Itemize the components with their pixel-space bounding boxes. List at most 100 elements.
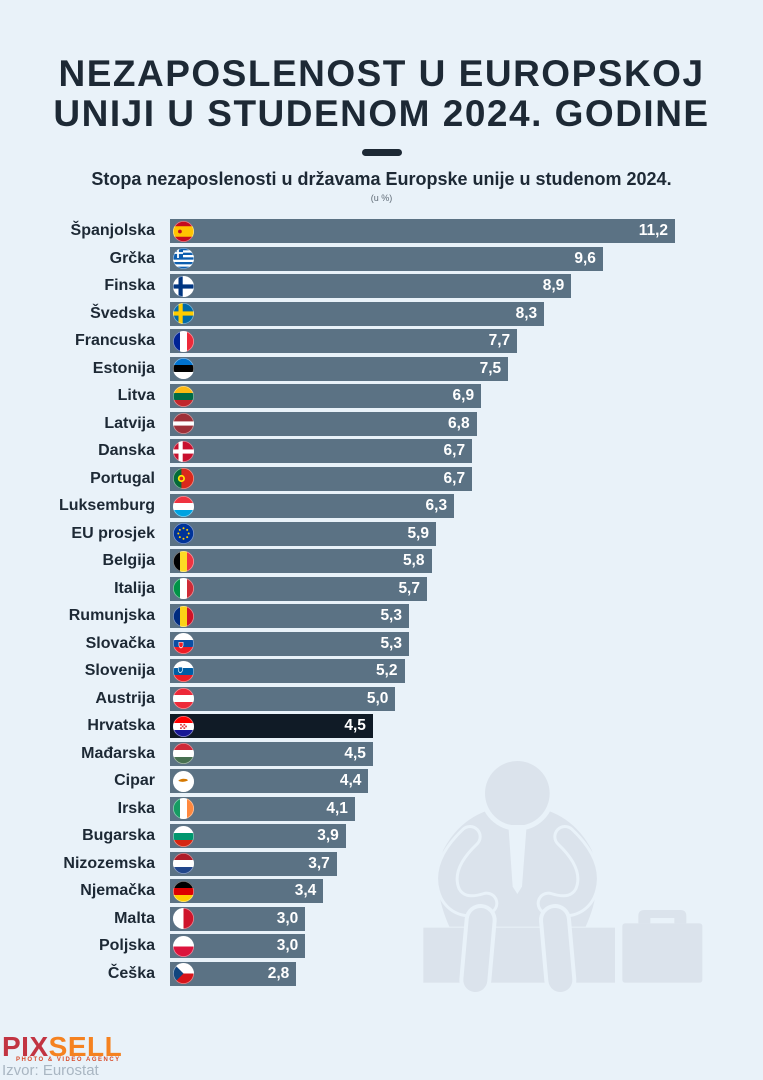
country-flag-icon bbox=[172, 550, 195, 572]
bar: 5,3 bbox=[170, 631, 409, 656]
bar: 3,0 bbox=[170, 934, 306, 958]
country-flag-icon bbox=[172, 275, 195, 297]
country-flag-icon bbox=[172, 907, 195, 930]
country-flag-icon bbox=[172, 687, 195, 710]
bar: 7,7 bbox=[170, 329, 518, 353]
bar: 5,0 bbox=[170, 686, 396, 711]
bar-value: 4,4 bbox=[339, 772, 362, 789]
country-label: Slovačka bbox=[85, 634, 155, 652]
country-label: Slovenija bbox=[84, 662, 155, 679]
country-flag-icon bbox=[172, 247, 195, 270]
country-flag-icon bbox=[172, 770, 195, 792]
bar-value: 6,7 bbox=[443, 442, 466, 459]
bar-row: Slovenija 5,2 bbox=[0, 659, 763, 683]
country-label: Austrija bbox=[95, 689, 155, 707]
bar-row: Njemačka 3,4 bbox=[0, 879, 763, 903]
bar-value: 6,9 bbox=[452, 387, 475, 404]
country-flag-icon bbox=[172, 605, 195, 627]
page-title-line2: UNIJI U STUDENOM 2024. GODINE bbox=[53, 93, 710, 134]
chart-subtitle: Stopa nezaposlenosti u državama Europske… bbox=[91, 169, 672, 189]
bar: 9,6 bbox=[170, 246, 603, 271]
bar-value: 9,6 bbox=[574, 249, 596, 267]
bar-row: Mađarska 4,5 bbox=[0, 741, 763, 766]
title-divider bbox=[361, 149, 402, 156]
country-flag-icon bbox=[172, 797, 195, 820]
country-flag-icon bbox=[172, 440, 195, 462]
country-label: Finska bbox=[104, 277, 155, 294]
bar: 3,4 bbox=[170, 879, 324, 903]
country-label: Malta bbox=[114, 909, 155, 927]
bar-row: Švedska 8,3 bbox=[0, 301, 763, 326]
bar: 5,9 bbox=[170, 521, 436, 546]
bar-value: 6,3 bbox=[425, 497, 448, 514]
bar-value: 7,5 bbox=[479, 359, 502, 377]
bar-row: Luksemburg 6,3 bbox=[0, 494, 763, 518]
country-label: Italija bbox=[114, 579, 155, 597]
bar-row: Latvija 6,8 bbox=[0, 411, 763, 436]
country-flag-icon bbox=[172, 632, 195, 655]
unemployed-person-watermark-icon bbox=[423, 756, 703, 996]
bar-row: Irska 4,1 bbox=[0, 796, 763, 821]
bar: 3,0 bbox=[170, 906, 306, 931]
bar-row: Poljska 3,0 bbox=[0, 934, 763, 958]
bar-row: Estonija 7,5 bbox=[0, 356, 763, 381]
bar-value: 4,1 bbox=[326, 799, 348, 817]
bar: 5,3 bbox=[170, 604, 409, 628]
bar: 5,8 bbox=[170, 549, 432, 573]
country-flag-icon bbox=[172, 852, 195, 875]
country-flag-icon bbox=[172, 412, 195, 435]
country-flag-icon bbox=[172, 880, 195, 902]
bar-value: 4,5 bbox=[344, 744, 366, 762]
country-label: Hrvatska bbox=[87, 717, 155, 734]
country-label: Latvija bbox=[104, 414, 155, 432]
bar-value: 6,8 bbox=[448, 414, 470, 432]
bar-value: 6,7 bbox=[443, 469, 466, 487]
source-note: Izvor: Eurostat bbox=[2, 1062, 99, 1079]
bar-row: Belgija 5,8 bbox=[0, 549, 763, 573]
country-label: Irska bbox=[117, 799, 155, 817]
bar: 5,7 bbox=[170, 576, 427, 601]
bar-row: Finska 8,9 bbox=[0, 274, 763, 298]
bar-value: 2,8 bbox=[267, 964, 290, 982]
bar-row: Rumunjska 5,3 bbox=[0, 604, 763, 628]
bar: 4,1 bbox=[170, 796, 355, 821]
bar: 5,2 bbox=[170, 659, 405, 683]
bar-row: Bugarska 3,9 bbox=[0, 824, 763, 848]
bar: 2,8 bbox=[170, 961, 297, 986]
bar: 8,9 bbox=[170, 274, 572, 298]
bar-value: 8,3 bbox=[515, 304, 538, 322]
bar-row: Austrija 5,0 bbox=[0, 686, 763, 711]
bar-value: 3,0 bbox=[276, 909, 299, 927]
bar-value: 8,9 bbox=[542, 277, 565, 294]
bar-row: EU prosjek 5,9 bbox=[0, 521, 763, 546]
country-label: Danska bbox=[98, 442, 155, 459]
country-flag-icon bbox=[172, 715, 195, 737]
bar-value: 5,3 bbox=[380, 607, 402, 624]
bar: 4,4 bbox=[170, 769, 369, 793]
bar-row: Hrvatska 4,5 bbox=[0, 714, 763, 738]
bar: 6,9 bbox=[170, 384, 482, 408]
bar: 11,2 bbox=[170, 219, 675, 243]
bar-value: 7,7 bbox=[488, 332, 511, 349]
country-flag-icon bbox=[172, 742, 195, 765]
country-label: Francuska bbox=[74, 332, 155, 349]
country-flag-icon bbox=[172, 302, 195, 325]
bar: 3,7 bbox=[170, 851, 337, 876]
country-label: Estonija bbox=[92, 359, 155, 377]
country-label: Belgija bbox=[102, 552, 155, 569]
bar-value: 5,8 bbox=[402, 552, 425, 569]
bar: 4,5 bbox=[170, 714, 373, 738]
country-flag-icon bbox=[172, 385, 195, 407]
bar-row: Italija 5,7 bbox=[0, 576, 763, 601]
country-flag-icon bbox=[172, 962, 195, 985]
bar-row: Grčka 9,6 bbox=[0, 246, 763, 271]
bar: 6,7 bbox=[170, 466, 473, 491]
pixsell-tagline: PHOTO & VIDEO AGENCY bbox=[16, 1057, 121, 1063]
bar-value: 3,9 bbox=[317, 827, 339, 844]
country-label: Španjolska bbox=[70, 222, 155, 239]
country-flag-icon bbox=[172, 825, 195, 847]
page-title: NEZAPOSLENOST U EUROPSKOJ UNIJI U STUDEN… bbox=[0, 54, 763, 134]
country-flag-icon bbox=[172, 467, 195, 490]
bar-row: Portugal 6,7 bbox=[0, 466, 763, 491]
country-label: Njemačka bbox=[80, 882, 155, 899]
